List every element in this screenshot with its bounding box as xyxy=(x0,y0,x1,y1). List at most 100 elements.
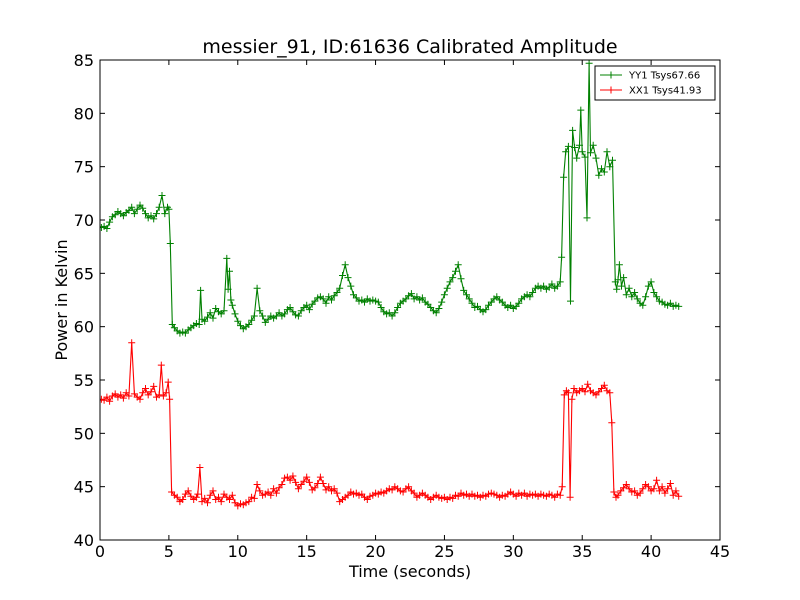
data-point xyxy=(322,299,330,307)
data-point xyxy=(410,489,418,497)
data-point xyxy=(267,491,275,499)
data-point xyxy=(333,289,341,296)
data-point xyxy=(270,485,278,493)
data-point xyxy=(577,106,585,114)
data-point xyxy=(587,149,594,157)
data-point xyxy=(155,391,163,399)
legend: YY1 Tsys67.66 XX1 Tsys41.93 xyxy=(594,65,716,101)
data-point xyxy=(250,312,258,320)
series-layer xyxy=(100,60,683,510)
y-tick-label: 45 xyxy=(74,478,94,497)
data-point xyxy=(333,489,341,497)
y-tick-label: 85 xyxy=(74,51,94,70)
data-point xyxy=(155,203,163,211)
data-point xyxy=(142,385,149,392)
data-point xyxy=(374,298,382,306)
y-tick-label: 50 xyxy=(74,424,94,443)
data-point xyxy=(253,284,261,292)
data-point xyxy=(150,382,158,390)
data-point xyxy=(142,210,149,218)
data-point xyxy=(566,493,574,501)
data-point xyxy=(347,282,355,290)
data-point xyxy=(407,290,415,298)
data-point xyxy=(303,473,311,481)
x-tick-label: 15 xyxy=(296,542,316,561)
axes-layer: 0 5 10 15 20 25 30 35 40 45 40 45 50 55 60 65 70 75 80 85 xyxy=(74,51,731,561)
data-point xyxy=(217,498,225,506)
data-point xyxy=(162,389,170,397)
data-point xyxy=(223,254,231,262)
data-point xyxy=(650,289,658,296)
data-point xyxy=(341,261,349,269)
data-point xyxy=(618,282,625,290)
data-point xyxy=(228,491,236,499)
data-point xyxy=(147,388,155,396)
data-point xyxy=(560,391,568,399)
series-line xyxy=(101,342,680,507)
data-point xyxy=(272,489,280,497)
data-point xyxy=(130,210,138,218)
data-point xyxy=(128,339,136,347)
data-point xyxy=(197,286,205,294)
data-point xyxy=(256,307,264,315)
data-point xyxy=(245,498,253,506)
data-point xyxy=(653,476,661,484)
data-point xyxy=(161,210,169,218)
data-point xyxy=(558,483,566,491)
x-tick-label: 35 xyxy=(572,542,592,561)
data-point xyxy=(644,483,652,491)
data-point xyxy=(227,296,235,304)
data-point xyxy=(438,298,446,306)
data-point xyxy=(569,126,577,134)
data-point xyxy=(454,261,462,269)
data-point xyxy=(250,494,258,502)
data-point xyxy=(446,278,454,286)
data-point xyxy=(344,274,352,282)
x-tick-label: 25 xyxy=(434,542,454,561)
data-point xyxy=(179,496,187,503)
legend-label: XX1 Tsys41.93 xyxy=(629,86,702,97)
data-point xyxy=(103,225,111,232)
data-point xyxy=(526,293,534,301)
data-point xyxy=(196,464,204,471)
data-point xyxy=(581,153,589,161)
data-point xyxy=(119,394,127,402)
data-point xyxy=(440,291,448,299)
data-point xyxy=(614,491,622,499)
data-point xyxy=(581,388,589,396)
data-point xyxy=(622,291,630,299)
data-point xyxy=(592,154,600,162)
data-point xyxy=(452,267,459,275)
plot-frame xyxy=(99,59,721,541)
data-point xyxy=(571,144,579,151)
data-point xyxy=(631,487,639,495)
y-axis-label: Power in Kelvin xyxy=(52,239,71,360)
data-point xyxy=(650,485,658,493)
data-point xyxy=(553,282,561,290)
data-point xyxy=(292,478,300,486)
data-point xyxy=(567,297,574,305)
y-tick-label: 70 xyxy=(74,211,94,230)
data-point xyxy=(294,485,302,493)
data-point xyxy=(658,483,666,491)
data-point xyxy=(209,314,217,322)
data-point xyxy=(639,485,647,493)
data-point xyxy=(286,476,294,484)
data-point xyxy=(278,481,286,488)
data-point xyxy=(106,218,114,226)
x-tick-label: 5 xyxy=(164,542,174,561)
data-point xyxy=(568,395,576,403)
data-point xyxy=(600,381,608,389)
data-point xyxy=(578,148,586,156)
data-point xyxy=(610,488,618,496)
data-point xyxy=(234,317,242,325)
data-point xyxy=(194,490,202,498)
data-point xyxy=(570,385,578,392)
data-point xyxy=(259,312,267,320)
data-point xyxy=(460,286,468,294)
data-point xyxy=(303,301,311,309)
data-point xyxy=(584,380,592,388)
data-point xyxy=(215,493,222,501)
data-point xyxy=(201,317,209,325)
